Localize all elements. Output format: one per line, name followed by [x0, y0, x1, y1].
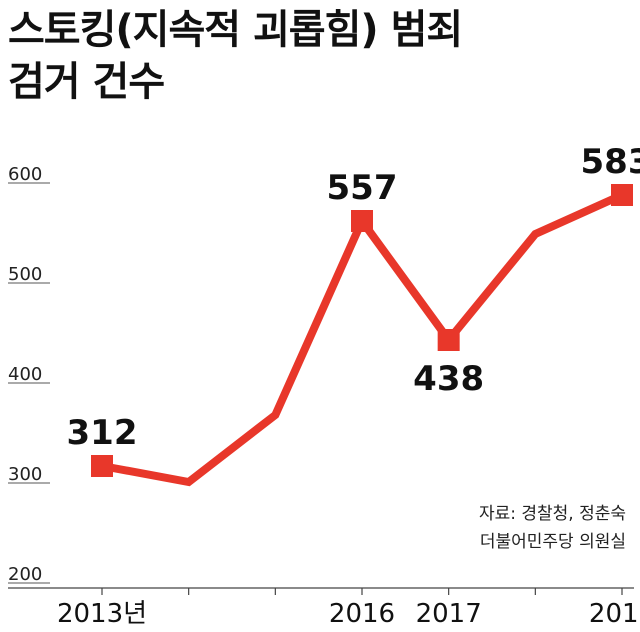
y-tick-label: 400	[8, 364, 42, 385]
data-point-marker	[437, 329, 460, 351]
data-label: 583	[581, 142, 640, 182]
source-line-1: 자료: 경찰청, 정춘숙	[478, 504, 626, 524]
series-line	[91, 184, 633, 487]
data-label: 557	[327, 168, 398, 208]
x-tick-label: 2016	[329, 599, 395, 629]
x-axis: 2013년 2016 2017 2019	[8, 587, 640, 629]
x-tick-label: 2019	[589, 599, 640, 629]
x-tick-label: 2013년	[57, 599, 147, 629]
x-tick-label: 2017	[416, 599, 482, 629]
y-tick-label: 300	[8, 464, 42, 485]
y-tick-label: 200	[8, 564, 42, 585]
chart-title: 스토킹(지속적 괴롭힘) 범죄 검거 건수	[8, 7, 463, 105]
y-axis: 200 300 400 500 600	[8, 164, 50, 585]
data-point-marker	[91, 455, 113, 477]
series-path	[101, 191, 624, 487]
data-labels: 312 557 438 583	[67, 142, 640, 453]
data-label: 438	[413, 359, 484, 399]
data-point-marker	[351, 210, 373, 232]
source-note: 자료: 경찰청, 정춘숙 더불어민주당 의원실	[479, 500, 626, 556]
data-point-marker	[611, 184, 633, 206]
y-tick-label: 600	[8, 164, 42, 185]
y-tick-label: 500	[8, 264, 42, 285]
data-label: 312	[67, 413, 138, 453]
source-line-2: 더불어민주당 의원실	[479, 532, 626, 552]
